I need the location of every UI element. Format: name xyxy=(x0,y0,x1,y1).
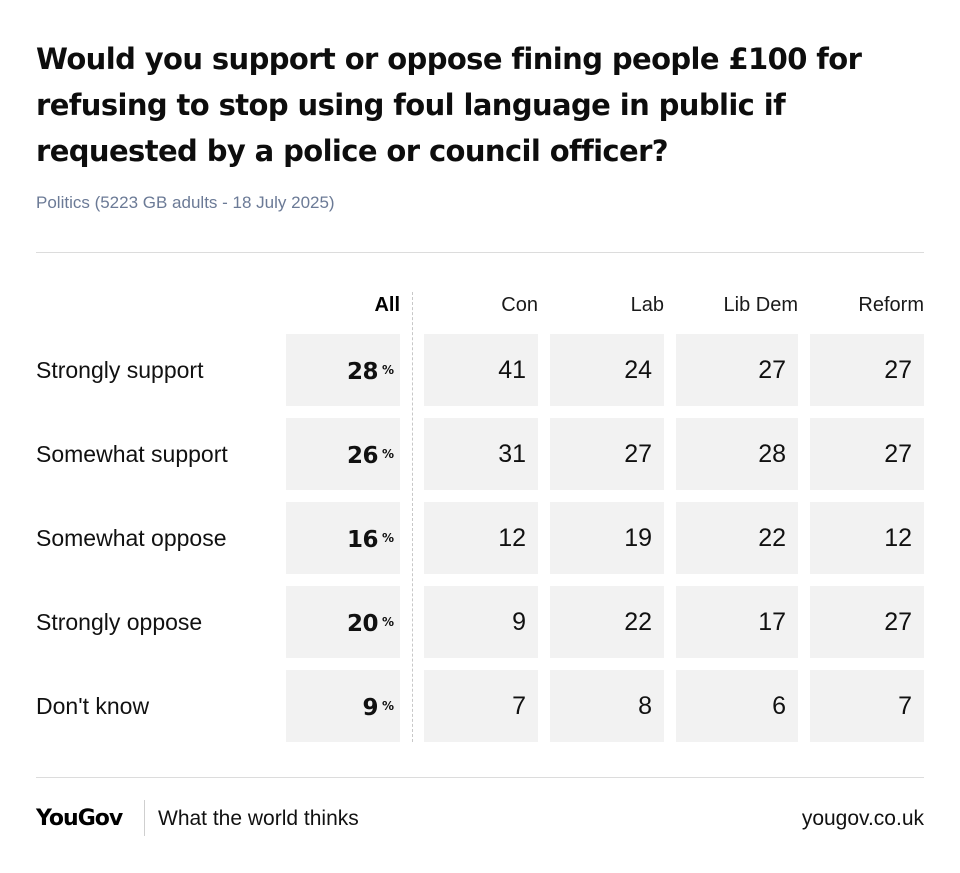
value-number: 22 xyxy=(624,608,652,636)
value-number: 27 xyxy=(884,608,912,636)
all-column-divider xyxy=(412,292,413,742)
value-cell-somewhat-support-lib-dem: 28 xyxy=(676,418,798,490)
value-cell-somewhat-oppose-lab: 19 xyxy=(550,502,664,574)
value-cell-don-t-know-lab: 8 xyxy=(550,670,664,742)
column-header-con: Con xyxy=(501,294,538,316)
value-cell-somewhat-support-con: 31 xyxy=(424,418,538,490)
column-header-lab: Lab xyxy=(630,294,664,316)
bottom-divider xyxy=(36,777,924,778)
row-label-don-t-know: Don't know xyxy=(36,693,150,719)
value-cell-somewhat-support-lab: 27 xyxy=(550,418,664,490)
value-cell-don-t-know-lib-dem: 6 xyxy=(676,670,798,742)
value-cell-strongly-oppose-reform: 27 xyxy=(810,586,924,658)
percent-sign: % xyxy=(381,531,394,545)
value-number: 8 xyxy=(638,692,652,720)
yougov-logo: YouGov xyxy=(36,806,123,831)
value-cell-somewhat-oppose-all: 16% xyxy=(286,502,400,574)
value-cell-strongly-oppose-con: 9 xyxy=(424,586,538,658)
value-cell-don-t-know-reform: 7 xyxy=(810,670,924,742)
value-number: 9 xyxy=(512,608,526,636)
value-cell-strongly-oppose-lab: 22 xyxy=(550,586,664,658)
value-number: 12 xyxy=(498,524,526,552)
column-header-lib-dem: Lib Dem xyxy=(723,294,798,316)
footer-separator xyxy=(144,800,145,836)
value-cell-strongly-support-lab: 24 xyxy=(550,334,664,406)
value-number: 27 xyxy=(758,356,786,384)
percent-sign: % xyxy=(381,447,394,461)
value-number: 26 xyxy=(346,443,379,469)
value-number: 9 xyxy=(362,695,378,721)
value-number: 6 xyxy=(772,692,786,720)
footer-url: yougov.co.uk xyxy=(801,807,924,830)
value-number: 27 xyxy=(884,356,912,384)
value-cell-strongly-support-reform: 27 xyxy=(810,334,924,406)
value-number: 7 xyxy=(898,692,912,720)
value-number: 16 xyxy=(346,527,379,553)
row-label-somewhat-oppose: Somewhat oppose xyxy=(36,525,227,551)
value-number: 27 xyxy=(624,440,652,468)
row-label-strongly-support: Strongly support xyxy=(36,357,204,383)
value-number: 27 xyxy=(884,440,912,468)
value-cell-strongly-oppose-all: 20% xyxy=(286,586,400,658)
percent-sign: % xyxy=(381,699,394,713)
value-number: 7 xyxy=(512,692,526,720)
value-number: 31 xyxy=(498,440,526,468)
value-number: 28 xyxy=(758,440,786,468)
value-cell-somewhat-support-all: 26% xyxy=(286,418,400,490)
value-number: 20 xyxy=(346,611,379,637)
value-number: 41 xyxy=(498,356,526,384)
value-cell-don-t-know-con: 7 xyxy=(424,670,538,742)
value-cell-somewhat-oppose-con: 12 xyxy=(424,502,538,574)
row-label-somewhat-support: Somewhat support xyxy=(36,441,228,467)
chart-title: Would you support or oppose fining peopl… xyxy=(36,42,862,168)
footer-tagline: What the world thinks xyxy=(158,807,359,830)
value-number: 22 xyxy=(758,524,786,552)
percent-sign: % xyxy=(381,615,394,629)
percent-sign: % xyxy=(381,363,394,377)
value-cell-somewhat-support-reform: 27 xyxy=(810,418,924,490)
value-cell-somewhat-oppose-reform: 12 xyxy=(810,502,924,574)
value-cell-strongly-support-all: 28% xyxy=(286,334,400,406)
column-header-all: All xyxy=(374,294,400,316)
top-divider xyxy=(36,252,924,253)
value-cell-strongly-support-lib-dem: 27 xyxy=(676,334,798,406)
value-cell-strongly-support-con: 41 xyxy=(424,334,538,406)
chart-subtitle: Politics (5223 GB adults - 18 July 2025) xyxy=(36,193,335,212)
value-cell-don-t-know-all: 9% xyxy=(286,670,400,742)
value-number: 28 xyxy=(346,359,379,385)
value-number: 24 xyxy=(624,356,652,384)
value-cell-strongly-oppose-lib-dem: 17 xyxy=(676,586,798,658)
value-number: 19 xyxy=(624,524,652,552)
row-label-strongly-oppose: Strongly oppose xyxy=(36,609,203,635)
value-number: 17 xyxy=(758,608,786,636)
column-header-reform: Reform xyxy=(858,294,924,316)
value-cell-somewhat-oppose-lib-dem: 22 xyxy=(676,502,798,574)
value-number: 12 xyxy=(884,524,912,552)
